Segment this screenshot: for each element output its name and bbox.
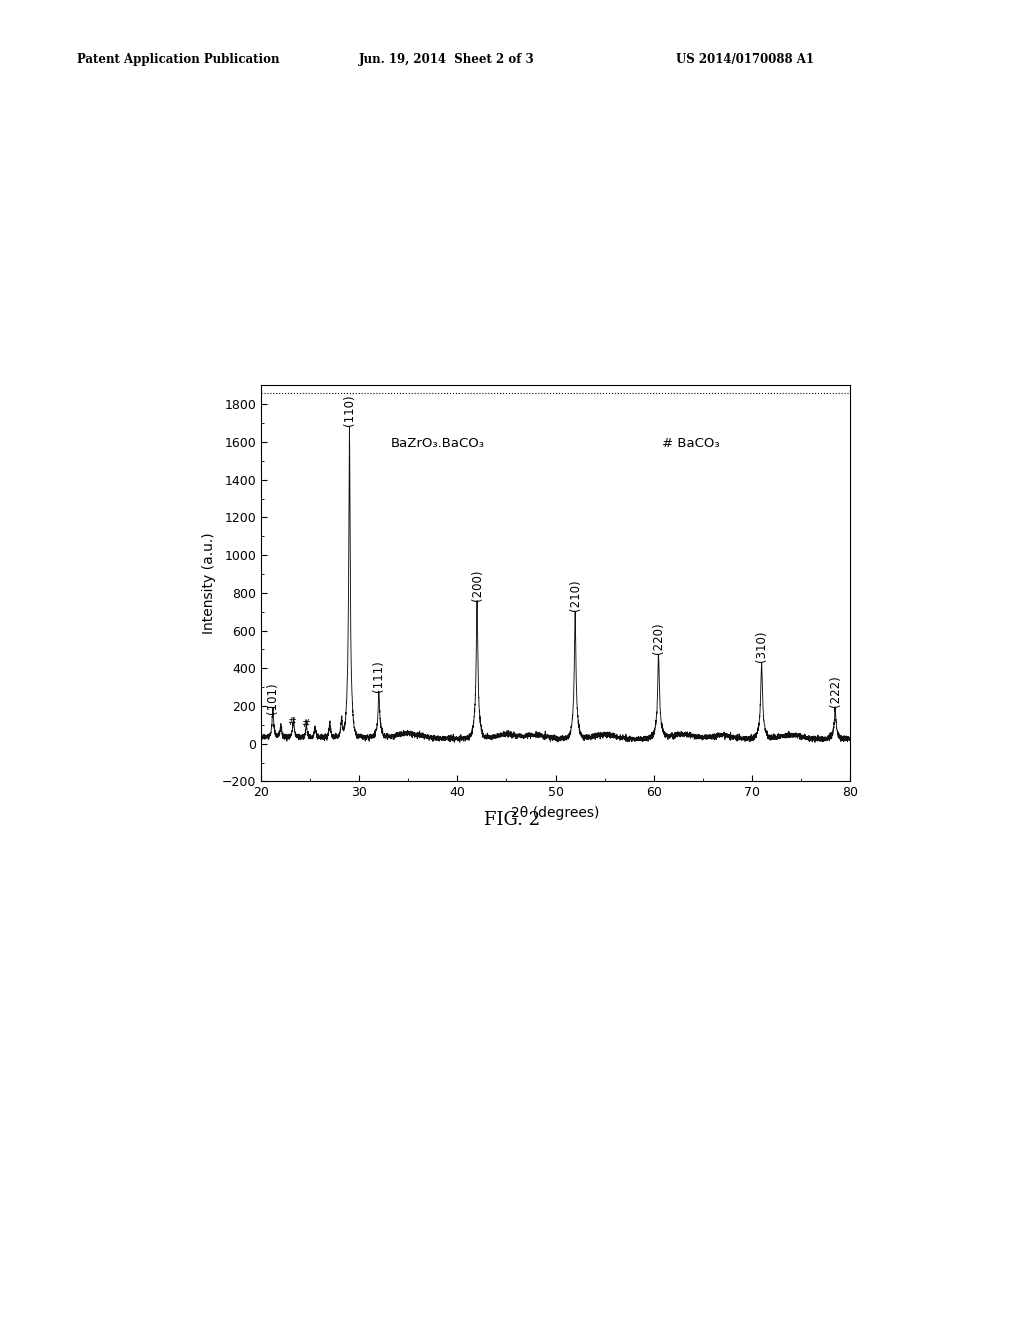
Text: #: # bbox=[287, 717, 296, 727]
Text: FIG. 2: FIG. 2 bbox=[484, 810, 540, 829]
Text: #: # bbox=[301, 719, 309, 729]
Text: Jun. 19, 2014  Sheet 2 of 3: Jun. 19, 2014 Sheet 2 of 3 bbox=[358, 53, 535, 66]
Text: BaZrO₃.BaCO₃: BaZrO₃.BaCO₃ bbox=[391, 437, 484, 450]
Text: (111): (111) bbox=[373, 660, 385, 692]
Text: Patent Application Publication: Patent Application Publication bbox=[77, 53, 280, 66]
Text: (310): (310) bbox=[755, 630, 768, 661]
Text: (222): (222) bbox=[828, 676, 842, 708]
Y-axis label: Intensity (a.u.): Intensity (a.u.) bbox=[203, 533, 216, 634]
Text: (220): (220) bbox=[652, 623, 665, 655]
Text: # BaCO₃: # BaCO₃ bbox=[663, 437, 720, 450]
Text: (101): (101) bbox=[266, 682, 280, 714]
Text: (110): (110) bbox=[343, 395, 356, 426]
X-axis label: 2θ (degrees): 2θ (degrees) bbox=[511, 807, 600, 820]
Text: (210): (210) bbox=[568, 579, 582, 611]
Text: (200): (200) bbox=[470, 570, 483, 602]
Text: US 2014/0170088 A1: US 2014/0170088 A1 bbox=[676, 53, 814, 66]
